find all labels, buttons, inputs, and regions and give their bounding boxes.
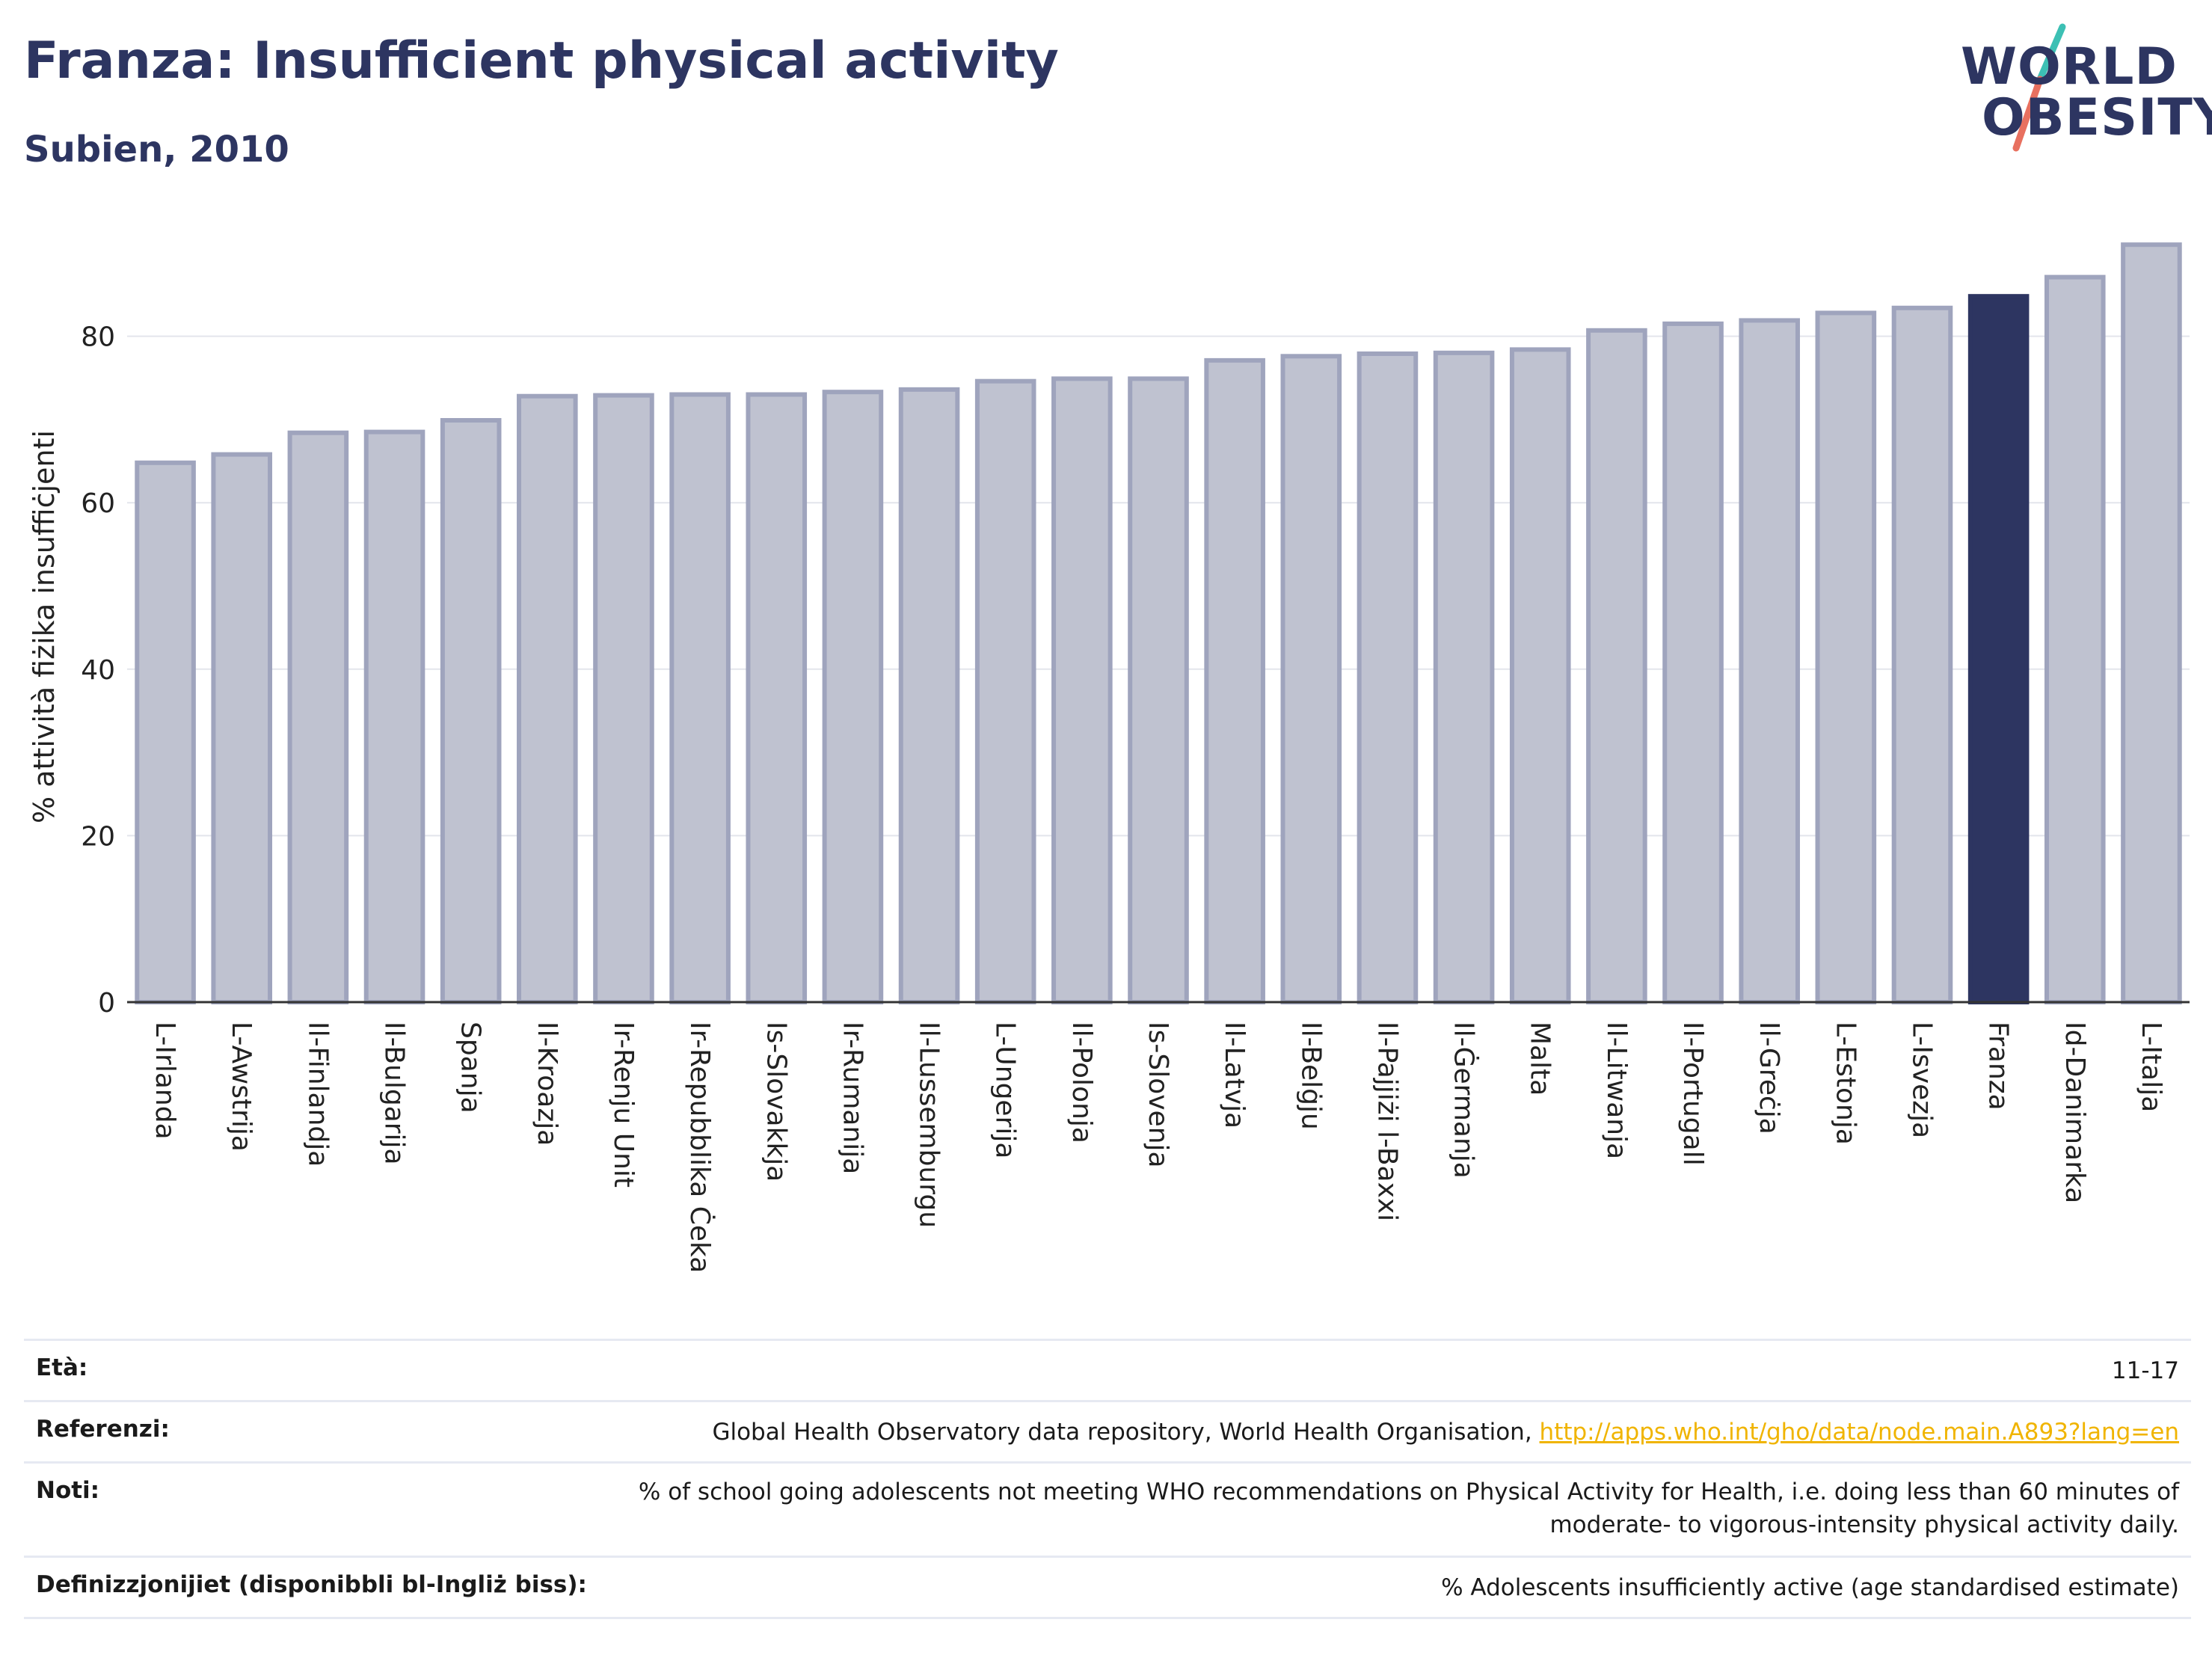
x-tick-label: Il-Latvja [1219,1022,1250,1129]
bar-22 [1739,318,1800,1004]
bar-21 [1662,321,1724,1004]
x-tick-label: Il-Finlandja [302,1022,333,1167]
bar-17 [1357,351,1419,1004]
x-tick-label: Is-Slovenja [1143,1022,1173,1168]
bar-26 [2044,274,2106,1004]
x-tick-label: L-Irlanda [150,1022,180,1140]
x-tick-label: Il-Belġju [1295,1022,1326,1130]
info-value-references: Global Health Observatory data repositor… [712,1419,1540,1446]
info-row-age: Età: 11-17 [24,1341,2191,1402]
info-label-references: Referenzi: [36,1416,170,1443]
logo-word-obesity: OBESITY [1982,88,2212,147]
info-row-definitions: Definizzjonijiet (disponibbli bl-Ingliż … [24,1558,2191,1619]
bar-10 [822,390,884,1004]
info-value-notes: % of school going adolescents not meetin… [638,1479,2179,1538]
x-tick-label: Il-Bulgarija [379,1022,410,1165]
bar-9 [746,392,808,1004]
info-value-age: 11-17 [2111,1357,2179,1384]
bar-14 [1128,376,1189,1005]
x-tick-label: Is-Slovakkja [761,1022,791,1182]
axes: 0 20 40 60 80 L-Irlanda L-Awstrija Il-Finlandja… [81,322,2190,1273]
bar-2 [211,452,273,1004]
x-tick-label: L-Awstrija [226,1022,256,1152]
x-tick-label: L-Isvezja [1906,1022,1937,1138]
y-axis-label: % attività fiżika insuffiċjenti [28,430,61,823]
bar-1 [135,460,196,1004]
bar-13 [1051,376,1113,1005]
bar-16 [1280,354,1342,1004]
bar-23 [1815,310,1877,1005]
bar-8 [669,392,731,1004]
bar-4 [363,429,425,1005]
reference-link[interactable]: http://apps.who.int/gho/data/node.main.A… [1539,1419,2179,1446]
chart-title: Franza: Insufficient physical activity [24,31,1059,90]
y-tick-label: 20 [81,821,115,852]
x-tick-label: Il-Ġermanja [1448,1022,1480,1179]
x-tick-label: Ir-Repubblika Ċeka [684,1022,716,1273]
world-obesity-logo: WORLD OBESITY [1952,21,2212,156]
bar-11 [898,387,960,1005]
x-tick-label: L-Italja [2136,1022,2166,1112]
x-tick-label: Il-Portugall [1677,1022,1708,1166]
bar-19 [1509,347,1571,1004]
x-tick-label: Il-Pajjiżi l-Baxxi [1371,1022,1402,1221]
x-tick-label: Id-Danimarka [2059,1022,2090,1203]
info-table: Età: 11-17 Referenzi: Global Health Obse… [24,1339,2191,1619]
info-value-definitions: % Adolescents insufficiently active (age… [1441,1574,2179,1601]
bar-5 [440,418,502,1004]
x-tick-label: Franza [1983,1022,2014,1111]
x-tick-label: L-Estonja [1830,1022,1861,1145]
x-tick-label: Il-Litwanja [1601,1022,1632,1159]
info-label-age: Età: [36,1354,88,1381]
info-label-notes: Noti: [36,1477,100,1504]
x-tick-label: Il-Lussemburgu [914,1022,944,1228]
info-row-references: Referenzi: Global Health Observatory dat… [24,1402,2191,1464]
bar-24 [1891,305,1953,1004]
y-tick-label: 60 [81,488,115,519]
logo-slash-icon [2012,23,2066,152]
info-label-definitions: Definizzjonijiet (disponibbli bl-Ingliż … [36,1571,587,1598]
y-tick-label: 80 [81,322,115,353]
bar-20 [1586,328,1647,1004]
info-row-notes: Noti: % of school going adolescents not … [24,1464,2191,1558]
bar-25 [1967,294,2030,1004]
chart-subtitle: Subien, 2010 [24,129,289,171]
bar-chart: 0 20 40 60 80 L-Irlanda L-Awstrija Il-Finlandja… [28,242,2190,1273]
bar-3 [287,430,349,1004]
x-tick-label: Ir-Rumanija [837,1022,867,1174]
bar-18 [1433,350,1495,1005]
x-tick-label: Ir-Renju Unit [608,1022,639,1188]
y-tick-label: 40 [81,655,115,686]
bar-12 [974,378,1036,1004]
x-tick-label: Il-Polonja [1066,1022,1097,1143]
logo-word-world: WORLD [1961,37,2178,96]
bar-27 [2121,242,2182,1005]
bar-7 [593,393,654,1004]
x-tick-label: Malta [1525,1022,1555,1096]
bar-15 [1204,357,1265,1004]
x-tick-label: L-Ungerija [990,1022,1021,1158]
y-tick-label: 0 [98,988,115,1019]
x-tick-label: Spanja [455,1022,486,1114]
bar-6 [517,393,578,1004]
bars [135,242,2182,1005]
x-tick-label: Il-Kroazja [532,1022,562,1146]
x-tick-label: Il-Greċja [1754,1022,1784,1134]
